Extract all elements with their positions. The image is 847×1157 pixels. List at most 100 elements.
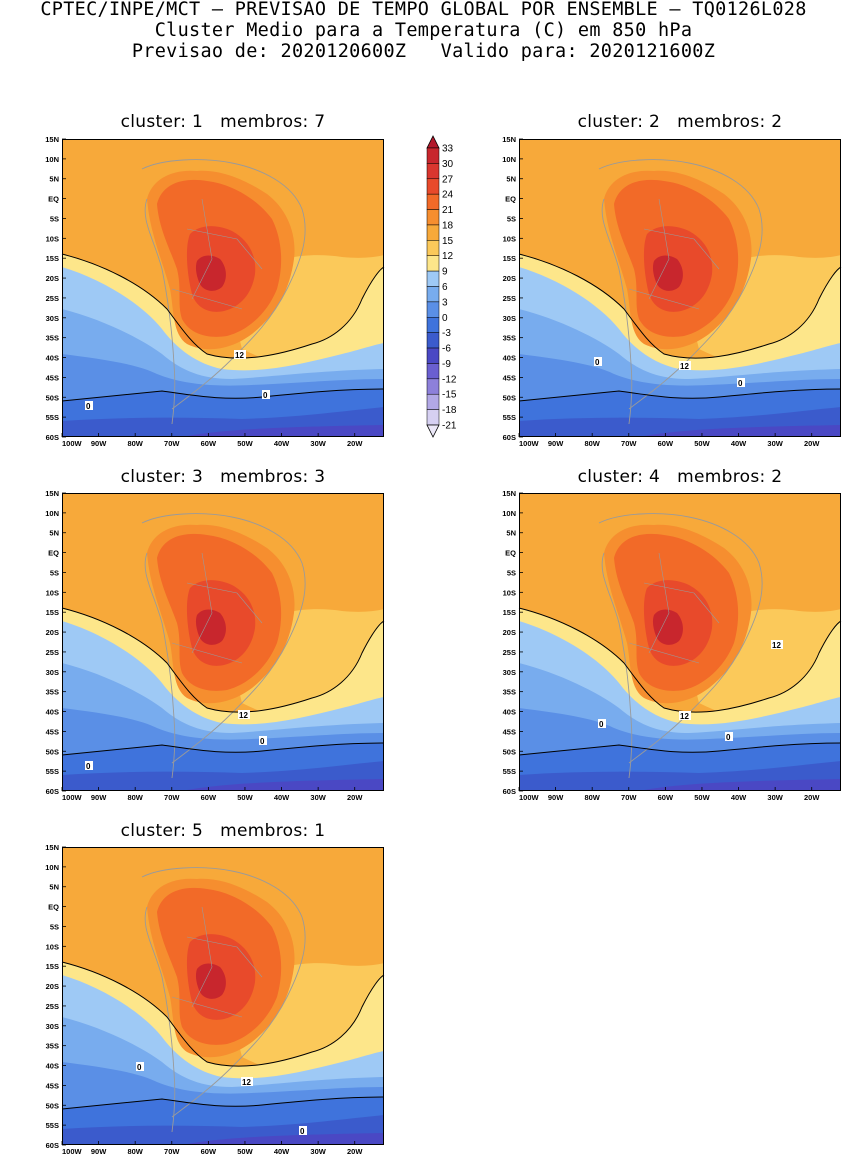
lat-tick-label: 25S bbox=[46, 294, 59, 303]
lat-tick-label: 35S bbox=[503, 688, 516, 697]
lat-tick-label: 15N bbox=[45, 489, 59, 498]
lat-tick-label: 10S bbox=[503, 588, 516, 597]
lon-tick-label: 60W bbox=[658, 793, 674, 802]
lon-tick-label: 50W bbox=[237, 439, 253, 448]
colorbar-swatch bbox=[426, 224, 440, 241]
lat-tick-label: 55S bbox=[503, 413, 516, 422]
lat-tick-label: 5S bbox=[50, 922, 59, 931]
contour-label-12: 12 bbox=[679, 711, 691, 721]
colorbar-swatch bbox=[426, 363, 440, 380]
lat-tick-label: 50S bbox=[46, 1101, 59, 1110]
lon-tick-label: 100W bbox=[62, 793, 83, 802]
lon-tick-label: 40W bbox=[731, 793, 747, 802]
contour-label-12: 12 bbox=[241, 1077, 253, 1087]
svg-text:0: 0 bbox=[726, 733, 731, 742]
lon-tick-label: 50W bbox=[237, 793, 253, 802]
lat-tick-label: 30S bbox=[46, 314, 59, 323]
lon-tick-label: 90W bbox=[91, 1147, 107, 1156]
colorbar-label: -18 bbox=[442, 405, 457, 416]
colorbar-bottom-arrow bbox=[426, 424, 440, 438]
lon-tick-label: 30W bbox=[310, 793, 326, 802]
lat-tick-label: 35S bbox=[503, 334, 516, 343]
lon-tick-label: 70W bbox=[621, 439, 637, 448]
svg-text:0: 0 bbox=[86, 762, 91, 771]
map-panel-5: 12 0 0 bbox=[61, 846, 385, 1146]
colorbar-label: 3 bbox=[442, 297, 448, 308]
colorbar-label: -12 bbox=[442, 374, 457, 385]
header-line-3: Previsao de: 2020120600Z Valido para: 20… bbox=[131, 41, 716, 62]
header-line-1: CPTEC/INPE/MCT — PREVISAO DE TEMPO GLOBA… bbox=[40, 0, 807, 20]
lat-tick-label: 40S bbox=[46, 1062, 59, 1071]
lon-tick-label: 100W bbox=[62, 1147, 83, 1156]
colorbar-swatch bbox=[426, 301, 440, 318]
lon-tick-label: 20W bbox=[804, 793, 820, 802]
contour-label-0: 0 bbox=[85, 761, 93, 771]
lon-tick-label: 60W bbox=[201, 439, 217, 448]
lon-tick-label: 90W bbox=[548, 439, 564, 448]
contour-label-0: 0 bbox=[594, 357, 602, 367]
lat-tick-label: 40S bbox=[503, 354, 516, 363]
lat-tick-label: 5N bbox=[506, 529, 516, 538]
colorbar-swatch bbox=[426, 270, 440, 287]
lat-tick-label: 5S bbox=[50, 214, 59, 223]
lon-tick-label: 30W bbox=[310, 439, 326, 448]
lon-tick-label: 60W bbox=[658, 439, 674, 448]
colorbar-swatch bbox=[426, 240, 440, 256]
lat-tick-label: 15N bbox=[502, 135, 516, 144]
lon-tick-label: 80W bbox=[584, 439, 600, 448]
lat-tick-label: 5N bbox=[49, 175, 59, 184]
contour-label-12: 12 bbox=[679, 361, 691, 371]
lon-tick-label: 100W bbox=[519, 793, 540, 802]
svg-text:0: 0 bbox=[300, 1127, 305, 1136]
lat-tick-label: 25S bbox=[503, 648, 516, 657]
lon-tick-label: 30W bbox=[767, 793, 783, 802]
lat-tick-label: 45S bbox=[46, 1081, 59, 1090]
svg-text:12: 12 bbox=[239, 711, 248, 720]
lat-tick-label: 15N bbox=[502, 489, 516, 498]
lat-tick-label: 10S bbox=[46, 942, 59, 951]
lon-tick-label: 80W bbox=[127, 793, 143, 802]
lat-tick-label: EQ bbox=[48, 195, 59, 204]
lat-tick-label: 40S bbox=[503, 708, 516, 717]
lat-tick-label: 45S bbox=[503, 373, 516, 382]
lat-tick-label: 5N bbox=[49, 529, 59, 538]
contour-label-0: 0 bbox=[136, 1062, 144, 1072]
svg-text:0: 0 bbox=[595, 358, 600, 367]
colorbar-label: 0 bbox=[442, 313, 448, 324]
svg-text:0: 0 bbox=[263, 391, 268, 400]
lon-tick-label: 30W bbox=[310, 1147, 326, 1156]
lon-tick-label: 50W bbox=[694, 793, 710, 802]
lat-tick-label: 20S bbox=[503, 628, 516, 637]
lon-tick-label: 60W bbox=[201, 793, 217, 802]
lon-tick-label: 80W bbox=[127, 439, 143, 448]
lat-tick-label: 25S bbox=[46, 1002, 59, 1011]
lat-tick-label: 5S bbox=[507, 214, 516, 223]
lat-tick-label: 35S bbox=[46, 1042, 59, 1051]
lat-tick-label: 20S bbox=[503, 274, 516, 283]
colorbar-swatch bbox=[426, 147, 440, 164]
svg-text:12: 12 bbox=[235, 351, 244, 360]
colorbar-label: -3 bbox=[442, 328, 451, 339]
contour-label-12: 12 bbox=[771, 640, 783, 650]
lat-tick-label: 15S bbox=[46, 608, 59, 617]
lon-tick-label: 90W bbox=[91, 793, 107, 802]
lon-tick-label: 40W bbox=[274, 793, 290, 802]
colorbar-swatch bbox=[426, 163, 440, 180]
colorbar-swatch bbox=[426, 393, 440, 410]
colorbar-label: 27 bbox=[442, 174, 454, 185]
map-panel-1: 12 0 0 bbox=[61, 138, 385, 438]
panel-4-title: cluster: 4 membros: 2 bbox=[577, 467, 783, 487]
lat-tick-label: 5N bbox=[506, 175, 516, 184]
colorbar-label: 24 bbox=[442, 190, 454, 201]
colorbar-label: 30 bbox=[442, 159, 454, 170]
lat-tick-label: 10S bbox=[46, 234, 59, 243]
colorbar-swatch bbox=[426, 193, 440, 210]
contour-label-12: 12 bbox=[238, 710, 250, 720]
contour-label-0: 0 bbox=[299, 1126, 307, 1136]
lat-tick-label: 50S bbox=[503, 747, 516, 756]
lat-tick-label: EQ bbox=[48, 903, 59, 912]
lat-tick-label: 60S bbox=[46, 1141, 59, 1150]
lat-tick-label: 30S bbox=[503, 668, 516, 677]
lon-tick-label: 100W bbox=[62, 439, 83, 448]
